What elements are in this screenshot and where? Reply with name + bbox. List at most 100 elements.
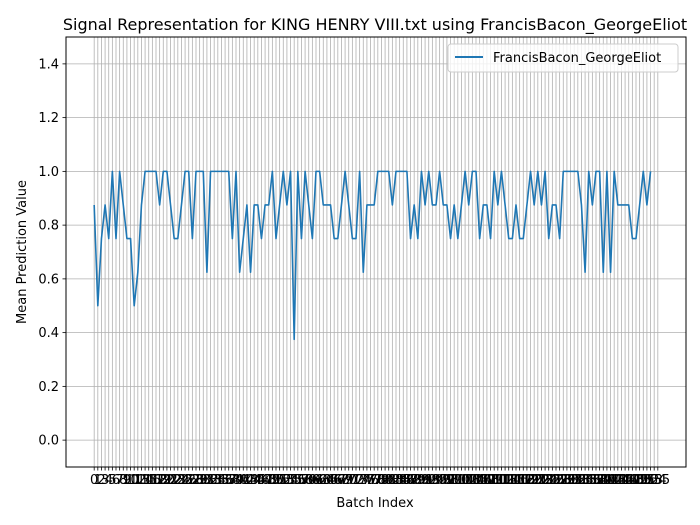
x-grid-lines (93, 37, 659, 467)
x-tick-label: 125 (536, 473, 561, 488)
x-tick-label: 120 (518, 473, 543, 488)
series-layer (93, 170, 652, 341)
x-tick-label: 31 (199, 473, 216, 488)
x-tick-label: 46 (253, 473, 270, 488)
x-tick-label: 26 (180, 473, 197, 488)
x-tick-label: 4 (105, 473, 113, 488)
x-tick-label: 109 (478, 473, 503, 488)
x-tick-label: 95 (431, 473, 448, 488)
x-tick-label: 42 (239, 473, 256, 488)
x-tick-label: 97 (439, 473, 456, 488)
x-tick-label: 22 (166, 473, 183, 488)
x-tick-label: 68 (333, 473, 350, 488)
x-tick-label: 141 (594, 473, 619, 488)
x-tick-label: 14 (137, 473, 154, 488)
x-tick-label: 58 (297, 473, 314, 488)
x-tick-label: 122 (525, 473, 550, 488)
y-tick-label: 0.8 (38, 219, 59, 234)
x-tick-label: 64 (319, 473, 336, 488)
x-tick-label: 112 (489, 473, 514, 488)
y-tick-label: 0.2 (38, 380, 59, 395)
x-tick-label: 59 (300, 473, 317, 488)
x-tick-label: 140 (591, 473, 616, 488)
x-tick-label: 106 (467, 473, 492, 488)
y-tick-label: 0.4 (38, 326, 59, 341)
x-tick-label: 86 (399, 473, 416, 488)
y-tick-label: 1.2 (38, 111, 59, 126)
x-tick-label: 56 (290, 473, 307, 488)
x-tick-label: 146 (613, 473, 638, 488)
x-tick-label: 62 (311, 473, 328, 488)
x-tick-label: 20 (159, 473, 176, 488)
x-tick-label: 40 (231, 473, 248, 488)
x-tick-label: 108 (474, 473, 499, 488)
x-tick-label: 37 (220, 473, 237, 488)
x-tick-label: 12 (130, 473, 147, 488)
x-tick-label: 135 (573, 473, 598, 488)
x-tick-label: 43 (242, 473, 259, 488)
x-tick-label: 45 (250, 473, 267, 488)
x-tick-label: 137 (580, 473, 605, 488)
x-tick-label: 118 (511, 473, 536, 488)
x-tick-label: 72 (348, 473, 365, 488)
x-tick-label: 52 (275, 473, 292, 488)
x-tick-label: 154 (642, 473, 667, 488)
x-tick-label: 132 (562, 473, 587, 488)
x-tick-label: 41 (235, 473, 252, 488)
y-axis-ticks: 0.0 0.2 0.4 0.6 0.8 1.0 1.2 1.4 (38, 57, 66, 449)
x-tick-label: 28 (188, 473, 205, 488)
x-tick-label: 119 (514, 473, 539, 488)
x-tick-label: 51 (271, 473, 288, 488)
x-tick-label: 30 (195, 473, 212, 488)
x-tick-label: 134 (569, 473, 594, 488)
x-tick-label: 21 (162, 473, 179, 488)
x-tick-label: 110 (482, 473, 507, 488)
x-tick-label: 76 (362, 473, 379, 488)
x-tick-label: 6 (112, 473, 120, 488)
x-tick-label: 123 (529, 473, 554, 488)
x-tick-label: 88 (406, 473, 423, 488)
x-tick-label: 103 (456, 473, 481, 488)
x-tick-label: 142 (598, 473, 623, 488)
x-tick-label: 114 (496, 473, 521, 488)
x-tick-label: 115 (500, 473, 525, 488)
x-tick-label: 61 (308, 473, 325, 488)
x-tick-label: 87 (402, 473, 419, 488)
y-axis-label: Mean Prediction Value (15, 180, 30, 324)
x-tick-label: 96 (435, 473, 452, 488)
x-tick-label: 69 (337, 473, 354, 488)
x-tick-label: 36 (217, 473, 234, 488)
x-tick-label: 101 (449, 473, 474, 488)
x-tick-label: 66 (326, 473, 343, 488)
x-tick-label: 29 (191, 473, 208, 488)
x-tick-label: 107 (471, 473, 496, 488)
x-tick-label: 130 (554, 473, 579, 488)
x-tick-label: 54 (282, 473, 299, 488)
x-tick-label: 93 (424, 473, 441, 488)
x-tick-label: 113 (493, 473, 518, 488)
x-tick-label: 78 (370, 473, 387, 488)
x-tick-label: 138 (584, 473, 609, 488)
x-tick-label: 55 (286, 473, 303, 488)
legend: FrancisBacon_GeorgeEliot (447, 43, 679, 73)
x-tick-label: 57 (293, 473, 310, 488)
x-tick-label: 152 (634, 473, 659, 488)
y-tick-label: 1.4 (38, 57, 59, 72)
y-tick-label: 1.0 (38, 165, 59, 180)
x-tick-label: 34 (210, 473, 227, 488)
x-axis-label: Batch Index (336, 496, 414, 511)
x-tick-label: 91 (417, 473, 434, 488)
x-tick-label: 83 (388, 473, 405, 488)
x-tick-label: 105 (464, 473, 489, 488)
x-tick-label: 127 (544, 473, 569, 488)
x-tick-label: 18 (151, 473, 168, 488)
x-tick-label: 100 (445, 473, 470, 488)
x-tick-label: 111 (485, 473, 510, 488)
x-tick-label: 129 (551, 473, 576, 488)
x-tick-label: 82 (384, 473, 401, 488)
x-tick-label: 90 (413, 473, 430, 488)
x-tick-label: 48 (260, 473, 277, 488)
x-tick-label: 65 (322, 473, 339, 488)
x-tick-label: 0 (90, 473, 98, 488)
